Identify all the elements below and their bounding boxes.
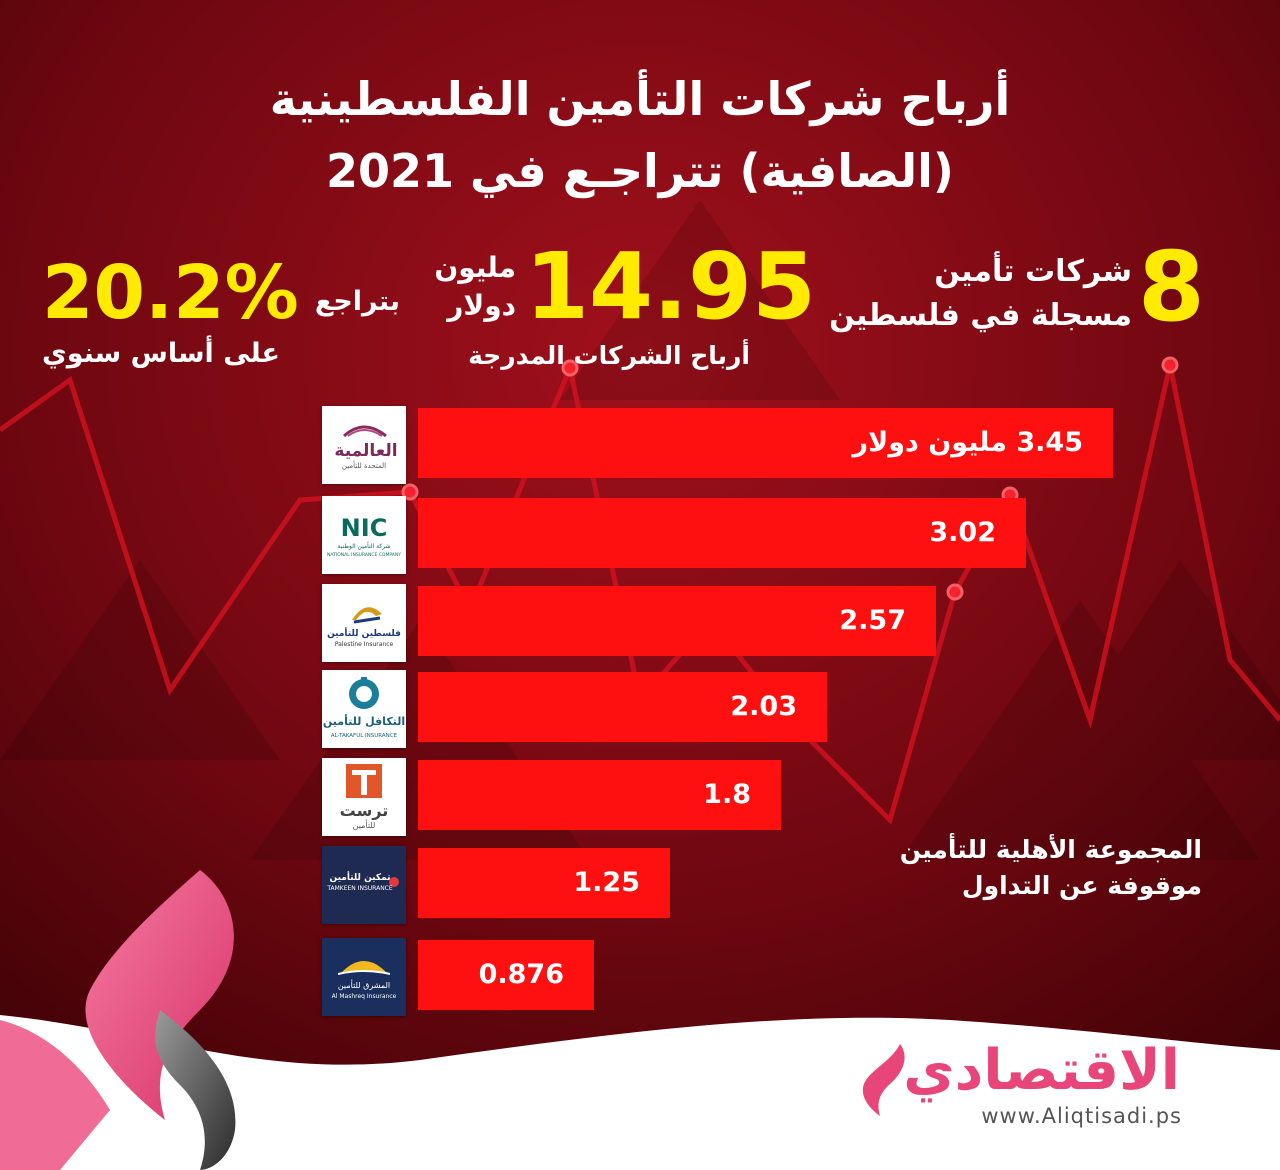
logo-sub: المتحدة للتأمين	[342, 460, 386, 470]
logo-sub: TAMKEEN INSURANCE	[326, 885, 393, 892]
al-alamia-logo: العالمية المتحدة للتأمين	[322, 406, 406, 484]
nic-logo: NIC شركة التأمين الوطنية NATIONAL INSURA…	[322, 496, 406, 574]
bar-value-label: 1.8	[703, 779, 751, 810]
logo-text: ترست	[340, 801, 389, 820]
bar-value-label: 2.03	[730, 691, 797, 722]
bar-value-label: 2.57	[839, 605, 906, 636]
logo-text: التكافل للتأمين	[323, 714, 405, 728]
logo-sub: Al Mashreq Insurance	[332, 993, 397, 1000]
al-mashreq-logo: المشرق للتأمين Al Mashreq Insurance	[322, 938, 406, 1016]
logo-sub: شركة التأمين الوطنية	[337, 541, 390, 550]
title-line-2: (الصافية) تتراجـع في 2021	[326, 144, 954, 198]
logo-sub: للتأمين	[353, 819, 376, 830]
bar-1: 3.45 مليون دولار	[418, 408, 1113, 478]
profit-caption: أرباح الشركات المدرجة	[468, 341, 750, 370]
companies-text-line-2: مسجلة في فلسطين	[829, 298, 1132, 333]
bar-4: 2.03	[418, 672, 827, 742]
al-takaful-logo: التكافل للتأمين AL-TAKAFUL INSURANCE	[322, 670, 406, 748]
bar-5: 1.8	[418, 760, 781, 830]
palestine-insurance-logo: فلسطين للتأمين Palestine Insurance	[322, 584, 406, 662]
bar-value-label: 1.25	[573, 867, 640, 898]
bar-3: 2.57	[418, 586, 936, 656]
brand-url[interactable]: www.Aliqtisadi.ps	[981, 1104, 1182, 1128]
profit-value: 14.95	[525, 233, 817, 340]
decline-caption: على أساس سنوي	[41, 338, 280, 369]
brand-logo-icon	[862, 1044, 905, 1116]
bar-6: 1.25	[418, 848, 670, 918]
logo-text: تمكين للتأمين	[329, 871, 390, 883]
bar-value-label: 0.876	[478, 959, 564, 990]
decline-word: بتراجع	[314, 286, 400, 317]
title-line-1: أرباح شركات التأمين الفلسطينية	[269, 72, 1011, 126]
bar-7: 0.876	[418, 940, 594, 1010]
profit-unit-line-1: مليون	[434, 251, 516, 284]
brand-name: الاقتصادي	[903, 1038, 1180, 1103]
logo-sub: AL-TAKAFUL INSURANCE	[331, 733, 398, 739]
logo-sub: Palestine Insurance	[335, 641, 394, 648]
note-line-1: المجموعة الأهلية للتأمين	[899, 835, 1202, 864]
bar-2: 3.02	[418, 498, 1026, 568]
logo-sub-2: NATIONAL INSURANCE COMPANY	[327, 552, 401, 558]
logo-text: العالمية	[334, 441, 397, 461]
tamkeen-logo: تمكين للتأمين TAMKEEN INSURANCE	[322, 846, 406, 924]
trust-logo: ترست للتأمين	[322, 758, 406, 836]
note-line-2: موقوفة عن التداول	[961, 871, 1202, 900]
profit-unit-line-2: دولار	[447, 289, 516, 322]
bar-value-label: 3.45 مليون دولار	[852, 427, 1083, 458]
companies-count: 8	[1138, 231, 1205, 343]
decline-value: 20.2%	[42, 250, 299, 336]
bar-value-label: 3.02	[929, 517, 996, 548]
logo-text: المشرق للتأمين	[338, 979, 390, 990]
logo-text: فلسطين للتأمين	[327, 627, 401, 639]
companies-text-line-1: شركات تأمين	[934, 254, 1132, 289]
logo-text: NIC	[341, 514, 388, 542]
